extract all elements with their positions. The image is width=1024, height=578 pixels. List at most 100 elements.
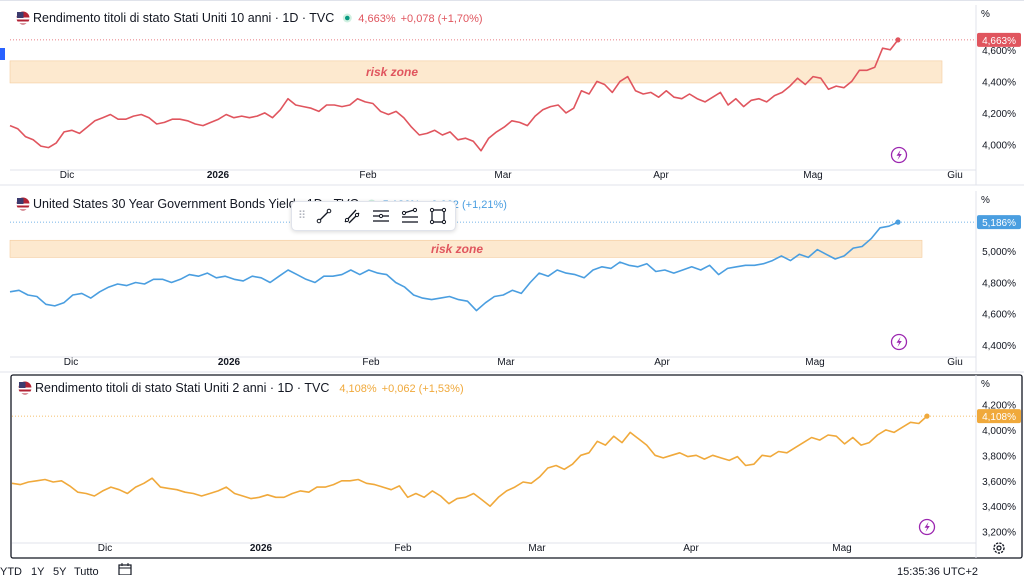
chart-pane-p2[interactable]: 3,200% 3,400% 3,600% 3,800% 4,000% 4,200%% Dic… [10,374,1023,559]
unit-label: % [981,379,990,390]
last-price-tag-label: 5,186% [982,218,1016,229]
drag-handle-icon[interactable]: ⠿ [298,210,307,222]
x-tick-label: Mag [832,543,851,554]
y-tick-label: 3,800% [982,451,1016,462]
path-icon[interactable] [400,206,420,226]
legend[interactable]: Rendimento titoli di stato Stati Uniti 2… [18,381,464,395]
y-tick-label: 5,000% [982,247,1016,258]
series-line[interactable] [11,415,928,507]
legend-last-value: 4,108% [339,383,377,395]
unit-label: % [981,9,990,20]
risk-zone-rect[interactable] [9,60,943,84]
y-tick-label: 4,000% [982,426,1016,437]
x-tick-label: Giu [947,357,963,368]
x-tick-label: Apr [654,357,670,368]
x-tick-label: Dic [60,170,74,181]
y-tick-label: 4,000% [982,140,1016,151]
risk-zone-label: risk zone [366,65,418,79]
x-tick-label: Dic [64,357,78,368]
trend-line-icon[interactable] [314,206,334,226]
range-all-button[interactable]: Tutto [74,566,99,578]
last-price-tag-label: 4,663% [982,36,1016,47]
unit-label: % [981,195,990,206]
x-tick-label: Mar [528,543,546,554]
flag-canton [19,382,26,388]
chart-pane-p10[interactable]: risk zone 4,000% 4,200% 4,400% 4,600%% Dic 202… [0,5,1024,186]
chart-pane-p30[interactable]: risk zone 4,400% 4,600% 4,800% 5,000%% Dic 202… [0,191,1024,373]
risk-zone-label: risk zone [431,242,483,256]
series-title: Rendimento titoli di stato Stati Uniti 2… [35,381,329,395]
x-tick-label: Mag [803,170,822,181]
y-tick-label: 4,200% [982,400,1016,411]
y-tick-label: 4,600% [982,46,1016,57]
series-line[interactable] [9,39,899,152]
rectangle-icon[interactable] [428,206,448,226]
drawing-toolbar[interactable]: ⠿ [291,201,456,231]
range-1y-button[interactable]: 1Y [31,566,45,578]
last-price-tag-label: 4,108% [982,412,1016,423]
flag-stripe [16,203,30,206]
series-title: United States 30 Year Government Bonds Y… [33,197,359,211]
left-scroll-marker [0,48,5,60]
x-tick-label: Mag [805,357,824,368]
legend-change: +0,078 (+1,70%) [401,13,483,25]
risk-zone-rect[interactable] [9,239,923,258]
active-pane-border [10,374,1023,559]
gear-icon[interactable] [993,542,1005,554]
legend[interactable]: Rendimento titoli di stato Stati Uniti 1… [16,11,483,25]
flag-canton [17,12,24,18]
flag-canton [17,198,24,204]
x-tick-label: Dic [98,543,112,554]
lightning-bolt [924,522,930,532]
x-tick-label: Feb [359,170,377,181]
y-tick-label: 3,600% [982,477,1016,488]
x-tick-label: 2026 [250,543,273,554]
x-tick-label: Mar [494,170,512,181]
y-tick-label: 4,400% [982,341,1016,352]
flag-stripe [16,17,30,20]
x-tick-label: Mar [497,357,515,368]
last-price-tag-bg [977,215,1021,230]
y-tick-label: 4,400% [982,77,1016,88]
lightning-bolt [896,150,902,160]
series-title: Rendimento titoli di stato Stati Uniti 1… [33,11,334,25]
clock-readout: 15:35:36 UTC+2 [897,566,979,578]
x-tick-label: Feb [394,543,412,554]
lightning-bolt [896,337,902,347]
x-tick-label: Apr [653,170,669,181]
y-tick-label: 4,200% [982,109,1016,120]
legend-last-value: 4,663% [358,13,396,25]
us-flag-icon [16,11,30,25]
y-tick-label: 3,200% [982,528,1016,539]
last-price-tag-bg [977,409,1021,424]
flag-stripe [16,207,30,210]
series-line[interactable] [9,221,899,312]
bottom-bar: YTD 1Y 5Y Tutto 15:35:36 UTC+2 [0,561,1024,578]
calendar-icon[interactable] [118,563,132,578]
multi-line-icon[interactable] [342,206,362,226]
lightning-icon[interactable] [918,518,936,536]
x-tick-label: 2026 [207,170,230,181]
x-tick-label: Feb [362,357,380,368]
gear-inner [996,545,1002,551]
market-open-dot-core [344,15,350,21]
lightning-icon[interactable] [890,333,908,351]
range-ytd-button[interactable]: YTD [0,566,22,578]
last-price-tag: 4,108% [977,409,1021,424]
flag-stripe [18,387,32,390]
last-price-tag: 4,663% [977,32,1021,47]
horizontal-lines-icon[interactable] [371,206,391,226]
range-5y-button[interactable]: 5Y [53,566,67,578]
y-tick-label: 3,400% [982,502,1016,513]
top-border [0,0,1024,1]
last-price-tag-bg [977,32,1021,47]
gear-outer [993,542,1005,554]
x-tick-label: Giu [947,170,963,181]
last-price-tag: 5,186% [977,215,1021,230]
y-tick-label: 4,600% [982,310,1016,321]
lightning-icon[interactable] [890,146,908,164]
us-flag-icon [18,381,32,395]
us-flag-icon [16,197,30,211]
flag-stripe [18,391,32,394]
